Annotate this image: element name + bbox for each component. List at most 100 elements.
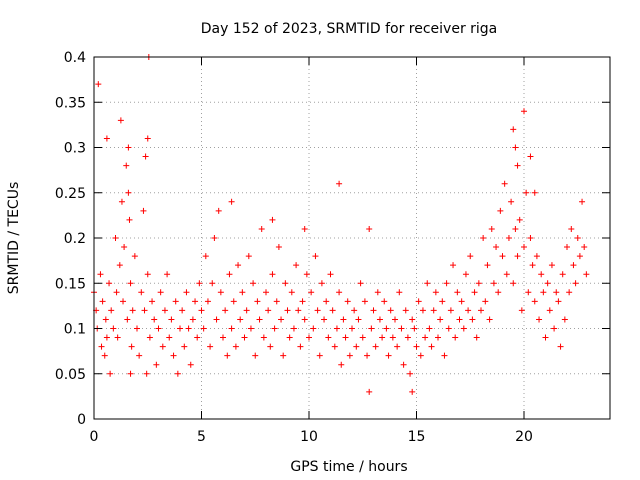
data-point <box>424 280 431 287</box>
data-point <box>478 307 484 314</box>
data-point <box>265 307 272 314</box>
data-point <box>465 307 472 314</box>
data-point <box>473 334 480 341</box>
data-point <box>314 307 321 314</box>
data-point <box>396 289 403 296</box>
data-point <box>168 316 175 323</box>
data-point <box>417 352 424 359</box>
data-point <box>531 189 538 196</box>
data-point <box>486 316 493 323</box>
data-point <box>346 352 353 359</box>
y-tick-label: 0.1 <box>64 322 86 338</box>
x-tick-label: 15 <box>408 429 426 445</box>
x-axis-label: GPS time / hours <box>290 459 407 475</box>
data-point <box>260 334 267 341</box>
data-point <box>113 289 120 296</box>
data-point <box>370 307 377 314</box>
data-point <box>275 244 282 251</box>
data-point <box>161 307 168 314</box>
data-point <box>480 235 487 241</box>
data-point <box>308 289 315 296</box>
data-point <box>499 253 506 260</box>
data-point <box>336 180 343 187</box>
data-point <box>325 334 332 341</box>
data-point <box>407 370 414 377</box>
data-point <box>497 207 504 214</box>
data-point <box>295 307 302 314</box>
x-tick-label: 0 <box>90 429 99 445</box>
data-point <box>293 262 300 269</box>
data-point <box>243 307 250 314</box>
data-point <box>112 235 119 241</box>
data-point <box>116 262 123 269</box>
data-point <box>372 343 379 350</box>
data-point <box>411 325 418 332</box>
data-point <box>409 316 416 323</box>
y-tick-label: 0 <box>77 412 86 428</box>
data-point <box>157 289 164 296</box>
data-point <box>282 280 289 287</box>
grid-lines <box>94 57 610 419</box>
data-point <box>361 298 368 305</box>
data-point <box>355 316 362 323</box>
data-point <box>120 298 127 305</box>
axis-ticks: 0 0.05 0.1 0.15 0.2 0.25 0.3 0.35 0.4 0 5 10 15 20 <box>55 50 610 445</box>
y-tick-label: 0.25 <box>55 186 86 202</box>
data-point <box>327 271 334 278</box>
data-point <box>413 343 420 350</box>
data-point <box>99 298 106 305</box>
data-point <box>579 198 586 205</box>
data-point <box>102 316 109 323</box>
data-point <box>267 343 274 350</box>
data-point <box>124 316 131 323</box>
data-point <box>103 334 110 341</box>
data-point <box>553 289 560 296</box>
x-tick-label: 20 <box>515 429 533 445</box>
data-point <box>258 225 265 232</box>
data-point <box>368 325 375 332</box>
data-point <box>166 334 173 341</box>
data-point <box>230 298 237 305</box>
data-point <box>118 198 125 205</box>
data-point <box>475 280 482 287</box>
data-point <box>228 325 235 332</box>
data-point <box>106 280 113 287</box>
data-point <box>561 316 568 323</box>
data-point <box>336 289 343 296</box>
data-point <box>340 316 347 323</box>
data-point <box>204 298 211 305</box>
data-point <box>551 325 558 332</box>
data-point <box>149 298 156 305</box>
data-point <box>439 298 446 305</box>
data-point <box>512 144 519 151</box>
data-point <box>177 325 183 332</box>
data-point <box>536 316 543 323</box>
data-point <box>333 325 340 332</box>
data-point <box>170 352 177 359</box>
data-point <box>564 244 570 251</box>
data-point <box>98 343 105 350</box>
data-point <box>514 253 521 260</box>
data-point <box>198 307 205 314</box>
data-point <box>495 289 502 296</box>
data-point <box>329 307 336 314</box>
data-point <box>159 343 166 350</box>
data-point <box>460 325 467 332</box>
data-point <box>389 334 396 341</box>
data-point <box>181 343 188 350</box>
chart-title: Day 152 of 2023, SRMTID for receiver rig… <box>201 21 498 37</box>
data-point <box>211 235 218 241</box>
data-point <box>134 325 140 332</box>
data-point <box>174 370 181 377</box>
y-tick-label: 0.15 <box>55 276 86 292</box>
data-point <box>323 298 330 305</box>
data-point <box>192 298 199 305</box>
data-point <box>235 262 242 269</box>
data-point <box>103 135 110 142</box>
data-point <box>430 307 437 314</box>
data-point <box>136 352 143 359</box>
data-point <box>215 207 222 214</box>
data-point <box>490 280 497 287</box>
data-point <box>331 343 338 350</box>
data-point <box>527 235 534 241</box>
